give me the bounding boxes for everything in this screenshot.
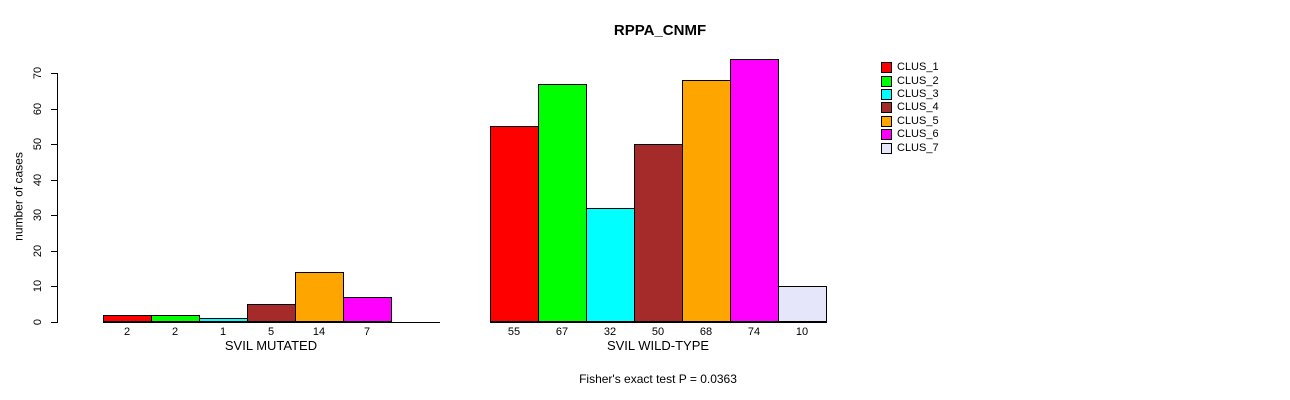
bar-value-label: 14 — [312, 326, 326, 338]
y-axis-tick-label: 60 — [32, 102, 44, 116]
y-axis-tick — [51, 144, 57, 145]
bar-value-label: 7 — [363, 326, 371, 338]
y-axis-tick — [51, 180, 57, 181]
bar-value-label: 32 — [603, 326, 617, 338]
bar-value-label: 74 — [747, 326, 761, 338]
legend-swatch-icon — [881, 102, 892, 114]
legend-item-clus_6: CLUS_6 — [881, 128, 939, 141]
bar-clus_3 — [586, 208, 635, 322]
legend-item-label: CLUS_2 — [897, 74, 939, 87]
legend-item-label: CLUS_7 — [897, 141, 939, 154]
bar-clus_1 — [103, 315, 152, 322]
legend-item-clus_2: CLUS_2 — [881, 74, 939, 87]
y-axis-tick — [51, 215, 57, 216]
bar-clus_2 — [151, 315, 200, 322]
bar-value-label: 55 — [507, 326, 521, 338]
legend-item-label: CLUS_4 — [897, 101, 939, 114]
bar-clus_2 — [538, 84, 587, 322]
bar-value-label: 1 — [219, 326, 227, 338]
legend-item-clus_7: CLUS_7 — [881, 141, 939, 154]
legend-swatch-icon — [881, 129, 892, 141]
y-axis-tick-label: 0 — [32, 318, 44, 326]
x-baseline — [490, 322, 827, 323]
group-label: SVIL WILD-TYPE — [606, 338, 710, 353]
bar-value-label: 5 — [267, 326, 275, 338]
legend-swatch-icon — [881, 75, 892, 87]
chart-title: RPPA_CNMF — [613, 22, 707, 39]
y-axis-tick-label: 30 — [32, 208, 44, 222]
bar-clus_4 — [634, 144, 683, 322]
bar-clus_6 — [730, 59, 779, 322]
legend-item-label: CLUS_3 — [897, 87, 939, 100]
legend-item-label: CLUS_1 — [897, 61, 939, 74]
bar-clus_3 — [199, 318, 248, 322]
y-axis-tick — [51, 322, 57, 323]
bar-value-label: 2 — [171, 326, 179, 338]
group-label: SVIL MUTATED — [224, 338, 318, 353]
legend-item-label: CLUS_5 — [897, 114, 939, 127]
bar-clus_5 — [295, 272, 344, 322]
legend-swatch-icon — [881, 142, 892, 154]
legend-item-clus_1: CLUS_1 — [881, 61, 939, 74]
y-axis-tick — [51, 251, 57, 252]
y-axis-line — [57, 73, 58, 323]
y-axis-label: number of cases — [11, 152, 26, 241]
bar-value-label: 68 — [699, 326, 713, 338]
bar-value-label: 10 — [795, 326, 809, 338]
y-axis-tick-label: 40 — [32, 173, 44, 187]
legend-swatch-icon — [881, 62, 892, 74]
y-axis-tick — [51, 286, 57, 287]
y-axis-tick — [51, 73, 57, 74]
bar-clus_4 — [247, 304, 296, 322]
y-axis-tick — [51, 109, 57, 110]
y-axis-tick-label: 50 — [32, 137, 44, 151]
y-axis-tick-label: 70 — [32, 66, 44, 80]
bar-value-label: 67 — [555, 326, 569, 338]
legend-swatch-icon — [881, 88, 892, 100]
bar-clus_7 — [778, 286, 827, 322]
x-baseline — [103, 322, 440, 323]
bar-value-label: 50 — [651, 326, 665, 338]
legend-item-label: CLUS_6 — [897, 128, 939, 141]
y-axis-tick-label: 10 — [32, 279, 44, 293]
y-axis-tick-label: 20 — [32, 244, 44, 258]
legend-item-clus_5: CLUS_5 — [881, 115, 939, 128]
fisher-test-annotation: Fisher's exact test P = 0.0363 — [579, 372, 737, 386]
legend-item-clus_3: CLUS_3 — [881, 88, 939, 101]
bar-clus_5 — [682, 80, 731, 322]
legend: CLUS_1 CLUS_2 CLUS_3 CLUS_4 CLUS_5 CLUS_6 CLUS… — [881, 61, 939, 155]
legend-swatch-icon — [881, 115, 892, 127]
bar-clus_6 — [343, 297, 392, 322]
legend-item-clus_4: CLUS_4 — [881, 101, 939, 114]
bar-value-label: 2 — [123, 326, 131, 338]
bar-clus_1 — [490, 126, 539, 322]
